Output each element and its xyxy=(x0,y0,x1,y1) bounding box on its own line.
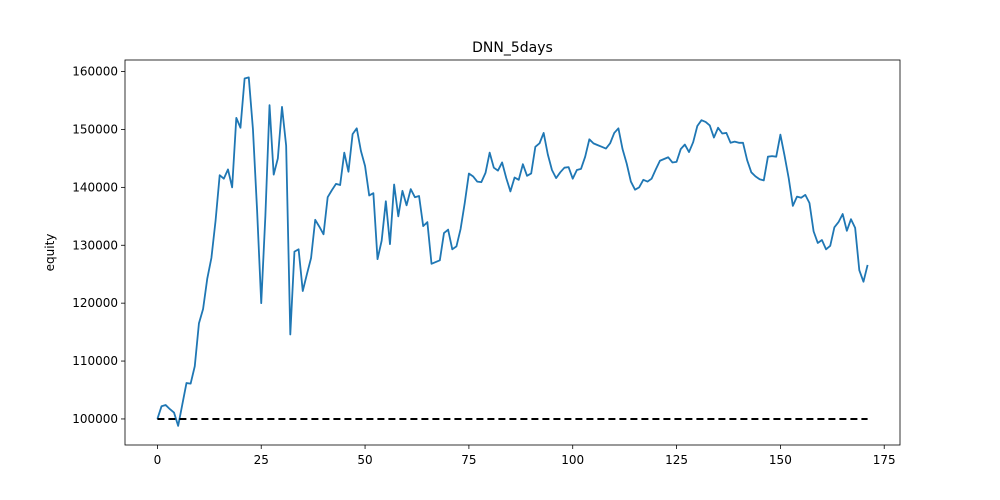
chart-title: DNN_5days xyxy=(472,40,553,56)
y-axis-label: equity xyxy=(43,234,57,272)
x-axis: 0 25 50 75 100 125 150 175 xyxy=(154,445,896,467)
y-tick-label: 130000 xyxy=(72,238,118,252)
x-tick-label: 150 xyxy=(769,453,792,467)
x-tick-label: 0 xyxy=(154,453,162,467)
x-tick-label: 175 xyxy=(873,453,896,467)
x-tick-label: 50 xyxy=(357,453,372,467)
plot-area xyxy=(156,76,869,427)
x-tick-label: 100 xyxy=(561,453,584,467)
x-tick-label: 25 xyxy=(254,453,269,467)
axes-frame xyxy=(124,59,901,446)
y-tick-label: 110000 xyxy=(72,354,118,368)
y-tick-label: 150000 xyxy=(72,122,118,136)
y-tick-label: 140000 xyxy=(72,180,118,194)
x-tick-label: 75 xyxy=(461,453,476,467)
y-axis: 100000 110000 120000 130000 140000 150000 1600… xyxy=(72,65,125,426)
y-tick-label: 120000 xyxy=(72,296,118,310)
x-tick-label: 125 xyxy=(665,453,688,467)
equity-series-line xyxy=(156,76,869,427)
y-tick-label: 100000 xyxy=(72,412,118,426)
y-tick-label: 160000 xyxy=(72,65,118,79)
